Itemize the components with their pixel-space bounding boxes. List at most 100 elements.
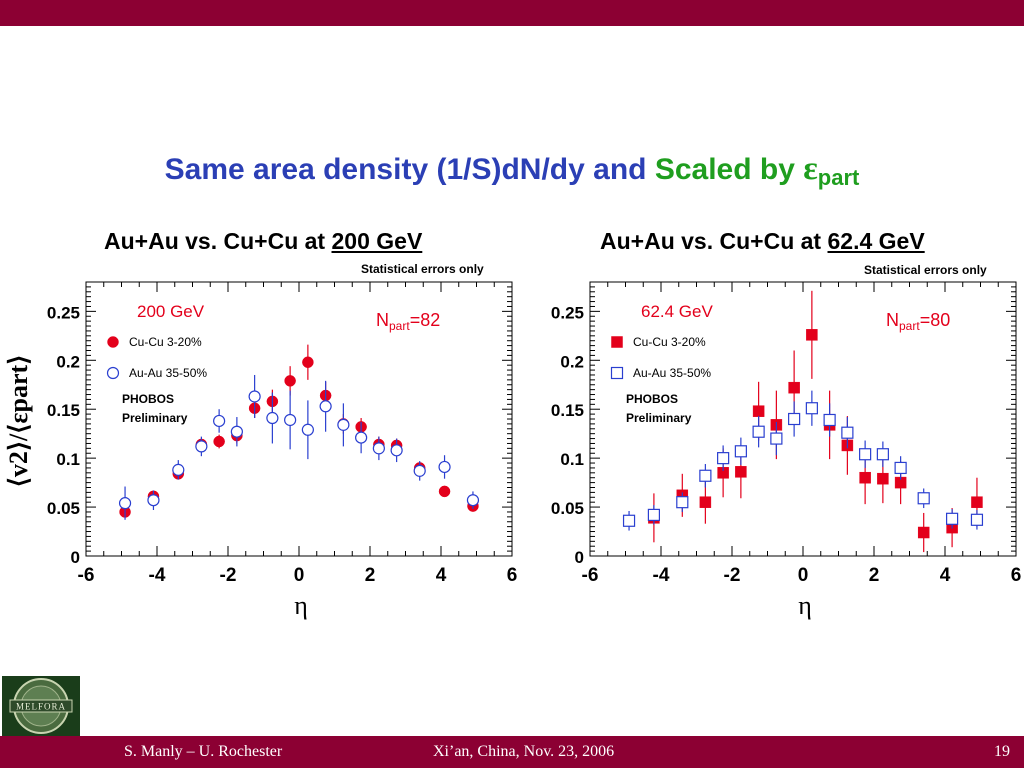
data-point — [284, 375, 296, 387]
x-tick-label: 0 — [294, 565, 305, 586]
data-point — [266, 411, 279, 425]
melfora-seal-icon: MELFORA — [2, 676, 80, 736]
legend-note: PHOBOS — [626, 392, 678, 406]
stat-note-right: Statistical errors only — [864, 263, 987, 277]
chart-1: -6 -4 -2 0 2 4 6 0 0.05 0.1 0.15 0.2 0.25 η ⟨v2⟩/⟨εpar… — [4, 281, 517, 620]
data-point — [466, 494, 480, 507]
legend-label: Cu-Cu 3-20% — [129, 335, 202, 349]
data-point — [301, 423, 314, 436]
data-point — [676, 496, 689, 509]
npart-annotation: Npart=82 — [376, 310, 440, 333]
data-point — [319, 400, 332, 413]
data-point — [172, 463, 185, 476]
slide-title-epsilon: ε — [803, 150, 818, 187]
data-point — [337, 418, 350, 431]
data-point — [699, 469, 712, 482]
y-tick-label: 0.05 — [551, 499, 584, 518]
y-tick-label: 0.2 — [56, 352, 80, 371]
slide-title-subscript: part — [817, 165, 860, 190]
chart-energy-label: 200 GeV — [137, 302, 205, 321]
x-tick-label: -4 — [149, 565, 166, 586]
data-point — [390, 444, 403, 457]
data-point — [971, 496, 983, 508]
data-point — [752, 405, 765, 417]
bottom-banner — [0, 736, 1024, 768]
x-tick-label: -6 — [582, 565, 599, 586]
x-tick-label: -2 — [220, 565, 237, 586]
data-point — [372, 442, 385, 455]
legend-note: PHOBOS — [122, 392, 174, 406]
slide-title: Same area density (1/S)dN/dy and Scaled … — [0, 150, 1024, 191]
data-point — [945, 512, 959, 525]
panel-title-right-energy: 62.4 GeV — [827, 228, 925, 254]
legend-marker — [610, 366, 624, 380]
data-point — [355, 431, 368, 444]
y-tick-label: 0.25 — [47, 303, 80, 322]
y-axis-label: ⟨v2⟩/⟨εpart⟩ — [4, 355, 33, 488]
y-tick-label: 0.05 — [47, 499, 80, 518]
data-point — [230, 425, 243, 438]
legend-note: Preliminary — [122, 411, 188, 425]
x-axis-label: η — [798, 591, 812, 620]
data-point — [917, 526, 930, 539]
data-point — [788, 412, 801, 426]
data-point — [284, 413, 297, 427]
svg-text:MELFORA: MELFORA — [16, 702, 66, 712]
footer-author: S. Manly – U. Rochester — [124, 743, 283, 760]
data-point — [788, 381, 800, 394]
legend-marker — [107, 336, 119, 348]
data-point — [876, 448, 889, 461]
data-point — [894, 461, 907, 475]
y-tick-label: 0.15 — [551, 401, 584, 420]
data-point — [622, 514, 636, 527]
chart-energy-label: 62.4 GeV — [641, 302, 713, 321]
x-axis-label: η — [294, 591, 308, 620]
data-point — [752, 425, 765, 438]
panel-title-right-prefix: Au+Au vs. Cu+Cu at — [600, 228, 822, 254]
data-point — [806, 329, 818, 341]
data-point — [859, 448, 872, 461]
data-point — [147, 494, 160, 507]
data-point — [970, 513, 984, 526]
panel-title-right: Au+Au vs. Cu+Cu at 62.4 GeV — [600, 228, 925, 255]
legend-label: Au-Au 35-50% — [129, 366, 207, 380]
data-point — [302, 356, 314, 368]
y-tick-label: 0.1 — [56, 450, 80, 469]
data-point — [438, 485, 451, 498]
stat-note-left: Statistical errors only — [361, 262, 484, 276]
data-point — [841, 426, 854, 439]
legend-marker — [106, 366, 120, 380]
y-tick-label: 0 — [71, 548, 80, 567]
x-tick-label: 2 — [869, 565, 880, 586]
npart-annotation: Npart=80 — [886, 310, 950, 333]
data-point — [877, 472, 889, 485]
series-2 — [622, 390, 984, 531]
data-point — [213, 414, 226, 428]
data-point — [735, 466, 747, 478]
slide-title-part2: Scaled by — [654, 153, 795, 186]
y-tick-label: 0.1 — [560, 450, 584, 469]
y-tick-label: 0 — [575, 548, 584, 567]
legend-label: Cu-Cu 3-20% — [633, 335, 706, 349]
data-point — [770, 432, 783, 445]
x-tick-label: -4 — [653, 565, 670, 586]
x-tick-label: -2 — [724, 565, 741, 586]
charts-canvas: -6 -4 -2 0 2 4 6 0 0.05 0.1 0.15 0.2 0.25 η ⟨v2⟩/⟨εpar… — [4, 281, 1021, 620]
legend-label: Au-Au 35-50% — [633, 366, 711, 380]
data-point — [859, 471, 871, 484]
series-2 — [118, 374, 480, 520]
y-tick-label: 0.2 — [560, 352, 584, 371]
footer-event: Xi’an, China, Nov. 23, 2006 — [433, 743, 615, 760]
x-tick-label: 0 — [798, 565, 809, 586]
data-point — [195, 440, 208, 453]
panel-title-left-energy: 200 GeV — [331, 228, 423, 254]
y-tick-label: 0.15 — [47, 401, 80, 420]
x-tick-label: -6 — [78, 565, 95, 586]
data-point — [805, 402, 818, 415]
legend-note: Preliminary — [626, 411, 692, 425]
data-point — [734, 445, 747, 458]
data-point — [413, 464, 426, 477]
slide-title-part1: Same area density (1/S)dN/dy and — [164, 153, 647, 186]
x-tick-label: 2 — [365, 565, 376, 586]
panel-title-left: Au+Au vs. Cu+Cu at 200 GeV — [104, 228, 422, 255]
